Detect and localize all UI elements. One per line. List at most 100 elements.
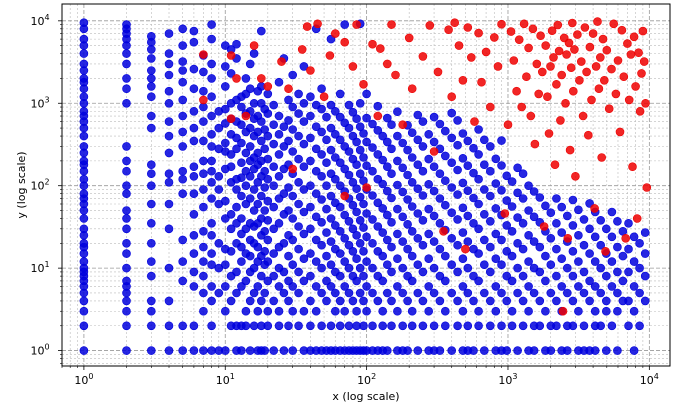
scatter-point (463, 211, 473, 221)
scatter-point (189, 267, 199, 277)
scatter-point (348, 62, 358, 71)
scatter-point (178, 127, 187, 137)
scatter-point (485, 142, 495, 151)
scatter-point (178, 235, 187, 245)
scatter-point (288, 282, 298, 291)
scatter-point (355, 192, 365, 202)
scatter-point (189, 231, 199, 240)
scatter-point (178, 24, 187, 34)
scatter-point (485, 267, 495, 277)
scatter-point (418, 296, 428, 306)
scatter-point (485, 321, 495, 331)
scatter-point (122, 224, 131, 234)
scatter-point (424, 229, 434, 239)
scatter-point (335, 135, 345, 145)
scatter-point (284, 251, 293, 261)
scatter-point (507, 276, 517, 286)
scatter-point (284, 183, 293, 192)
scatter-point (546, 234, 556, 243)
scatter-point (407, 306, 417, 316)
scatter-point (288, 70, 298, 80)
scatter-point (326, 260, 336, 270)
scatter-point (403, 195, 412, 204)
data-points (79, 17, 652, 355)
scatter-point (207, 142, 216, 151)
scatter-point (624, 219, 633, 228)
scatter-point (122, 321, 131, 331)
scatter-point (207, 346, 216, 355)
scatter-point (299, 306, 309, 316)
scatter-point (596, 321, 606, 331)
scatter-point (317, 263, 326, 273)
scatter-point (362, 161, 371, 170)
scatter-point (359, 321, 368, 331)
scatter-point (607, 282, 617, 291)
scatter-point (509, 56, 519, 65)
scatter-point (340, 37, 350, 47)
scatter-point (489, 33, 499, 42)
scatter-point (474, 125, 483, 134)
scatter-point (352, 207, 361, 217)
scatter-point (322, 276, 331, 286)
scatter-point (348, 107, 358, 117)
scatter-point (226, 247, 236, 256)
scatter-point (207, 194, 216, 203)
scatter-point (306, 321, 315, 331)
scatter-point (79, 59, 89, 69)
scatter-point (373, 296, 383, 306)
scatter-point (245, 251, 255, 261)
scatter-point (352, 276, 361, 286)
scatter-point (568, 86, 578, 96)
scatter-point (435, 169, 445, 178)
scatter-point (299, 229, 309, 239)
scatter-point (429, 162, 439, 171)
scatter-point (469, 346, 478, 355)
scatter-point (398, 120, 408, 129)
scatter-point (245, 194, 255, 203)
scatter-point (245, 142, 255, 151)
scatter-point (355, 99, 365, 108)
scatter-point (368, 215, 377, 224)
scatter-point (299, 99, 309, 108)
scatter-point (221, 282, 230, 291)
scatter-point (306, 156, 315, 166)
scatter-point (373, 222, 383, 231)
scatter-point (398, 163, 408, 173)
scatter-point (429, 147, 439, 156)
scatter-point (562, 211, 572, 221)
scatter-point (418, 166, 428, 176)
scatter-point (568, 247, 578, 256)
scatter-point (413, 160, 423, 169)
scatter-point (325, 51, 335, 60)
scatter-point (288, 147, 298, 156)
scatter-point (269, 224, 279, 234)
scatter-point (642, 183, 652, 192)
scatter-point (529, 187, 539, 196)
scatter-point (393, 254, 402, 264)
scatter-point (433, 67, 443, 77)
scatter-point (284, 136, 293, 146)
scatter-point (221, 346, 230, 355)
scatter-point (493, 62, 503, 71)
scatter-point (122, 49, 131, 58)
scatter-point (147, 219, 156, 228)
scatter-point (241, 74, 251, 83)
scatter-point (245, 296, 255, 306)
scatter-point (189, 172, 199, 181)
scatter-point (249, 206, 259, 215)
scatter-point (407, 321, 417, 331)
scatter-point (199, 306, 208, 316)
scatter-point (590, 257, 600, 266)
scatter-point (362, 113, 371, 123)
scatter-point (147, 181, 156, 190)
scatter-point (407, 227, 417, 236)
scatter-point (294, 178, 303, 187)
scatter-point (256, 191, 266, 201)
scatter-point (413, 184, 423, 193)
scatter-point (582, 67, 591, 77)
scatter-point (274, 77, 284, 87)
scatter-point (639, 57, 649, 66)
scatter-point (79, 296, 89, 306)
scatter-point (294, 199, 303, 209)
scatter-point (256, 296, 266, 306)
